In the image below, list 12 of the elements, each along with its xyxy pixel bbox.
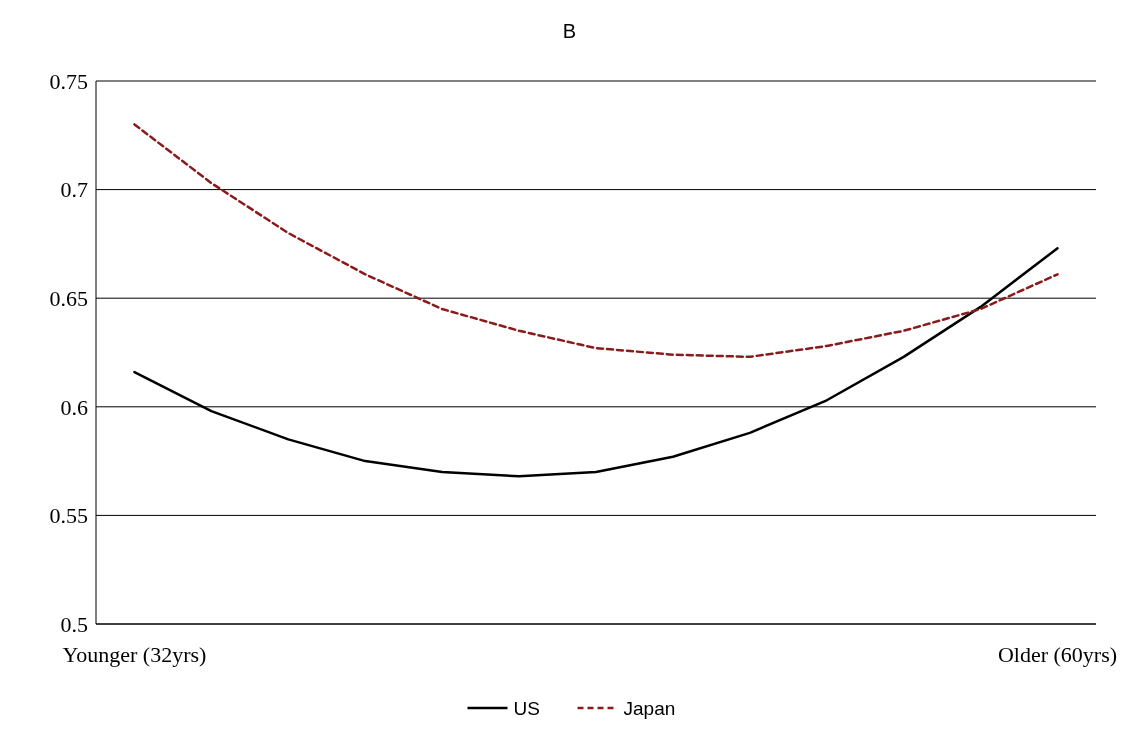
y-tick-label: 0.75: [49, 68, 88, 94]
y-tick-label: 0.7: [60, 177, 88, 203]
x-tick-label: Older (60yrs): [997, 642, 1118, 667]
legend-label: US: [513, 697, 540, 719]
legend-label: Japan: [623, 697, 676, 719]
line-series: [133, 123, 1059, 359]
x-tick-label: Younger (32yrs): [62, 642, 207, 667]
y-tick-label: 0.65: [49, 285, 88, 311]
chart-title: B: [562, 20, 577, 42]
y-tick-label: 0.6: [60, 394, 88, 420]
y-tick-label: 0.55: [49, 503, 88, 529]
y-tick-label: 0.5: [60, 611, 88, 637]
